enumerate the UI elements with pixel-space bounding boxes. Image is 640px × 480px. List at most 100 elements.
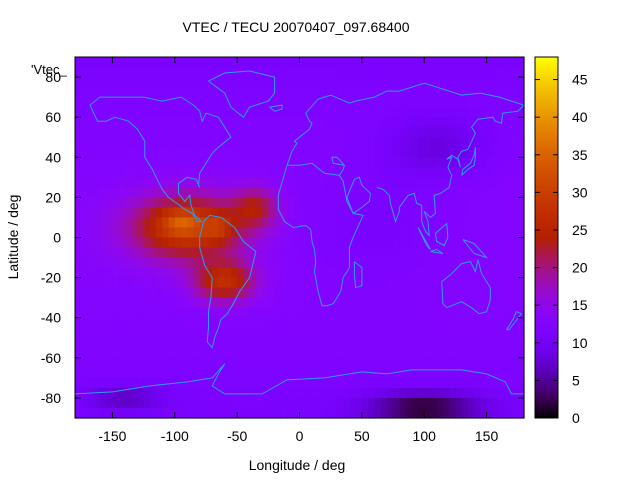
heat-cell	[330, 77, 338, 88]
heat-cell	[212, 87, 220, 98]
heat-cell	[449, 97, 457, 108]
heat-cell	[486, 247, 494, 259]
heat-cell	[480, 297, 488, 309]
heat-cell	[449, 317, 457, 329]
heat-cell	[455, 367, 463, 379]
heat-cell	[237, 397, 244, 409]
heat-cell	[274, 337, 282, 349]
heat-cell	[511, 267, 519, 279]
heat-cell	[517, 197, 525, 209]
heat-cell	[212, 317, 220, 329]
heat-cell	[399, 217, 407, 229]
heat-cell	[399, 127, 407, 138]
heat-cell	[417, 187, 425, 198]
heat-cell	[280, 257, 288, 269]
heat-cell	[361, 407, 369, 419]
heat-cell	[156, 77, 163, 88]
heat-cell	[386, 227, 394, 239]
heat-cell	[474, 397, 481, 409]
heat-cell	[505, 407, 513, 419]
heat-cell	[224, 337, 232, 349]
heat-cell	[187, 57, 195, 68]
heat-cell	[499, 157, 506, 168]
heat-cell	[480, 67, 488, 78]
heat-cell	[318, 57, 326, 68]
heat-cell	[336, 97, 344, 108]
heat-cell	[305, 237, 313, 249]
heat-cell	[112, 357, 120, 369]
heat-cell	[386, 257, 394, 269]
heat-cell	[137, 117, 145, 128]
heat-cell	[168, 157, 176, 168]
heat-cell	[143, 327, 151, 339]
heat-cell	[137, 307, 145, 319]
heat-cell	[249, 117, 257, 128]
heat-cell	[99, 317, 107, 329]
heat-cell	[124, 277, 132, 289]
heat-cell	[274, 397, 282, 409]
heat-cell	[517, 277, 525, 289]
heat-cell	[118, 187, 126, 198]
heat-cell	[199, 397, 207, 409]
heat-cell	[143, 267, 151, 279]
heat-cell	[343, 157, 350, 168]
heat-cell	[299, 287, 307, 299]
heat-cell	[187, 217, 195, 229]
heat-cell	[274, 387, 282, 399]
heat-cell	[492, 347, 500, 359]
heat-cell	[118, 197, 126, 209]
heat-cell	[368, 357, 375, 369]
heat-cell	[517, 207, 525, 219]
heat-cell	[511, 237, 519, 249]
heat-cell	[249, 317, 257, 329]
heat-cell	[311, 407, 319, 419]
heat-cell	[399, 177, 407, 188]
heat-cell	[224, 207, 232, 219]
heat-cell	[455, 387, 463, 399]
heat-cell	[305, 407, 313, 419]
heat-cell	[112, 307, 120, 319]
heat-cell	[311, 267, 319, 279]
heat-cell	[81, 107, 89, 118]
heat-cell	[193, 267, 201, 279]
heat-cell	[343, 297, 350, 309]
heat-cell	[324, 337, 332, 349]
heat-cell	[499, 67, 506, 78]
heat-cell	[118, 147, 126, 158]
heat-cell	[268, 97, 276, 108]
heat-cell	[106, 187, 114, 198]
heat-cell	[411, 347, 419, 359]
heat-cell	[168, 387, 176, 399]
heat-cell	[436, 147, 444, 158]
heat-cell	[386, 127, 394, 138]
heat-cell	[343, 137, 350, 148]
heat-cell	[417, 317, 425, 329]
heat-cell	[467, 317, 475, 329]
heat-cell	[143, 137, 151, 148]
heat-cell	[218, 397, 226, 409]
heat-cell	[324, 317, 332, 329]
heat-cell	[243, 77, 251, 88]
heat-cell	[467, 57, 475, 68]
heat-cell	[199, 267, 207, 279]
heat-cell	[268, 247, 276, 259]
heat-cell	[299, 187, 307, 198]
heat-cell	[243, 217, 251, 229]
heat-cell	[75, 257, 82, 269]
heat-cell	[455, 327, 463, 339]
heat-cell	[455, 117, 463, 128]
heat-cell	[218, 207, 226, 219]
heat-cell	[212, 67, 220, 78]
heat-cell	[349, 107, 357, 118]
heat-cell	[486, 147, 494, 158]
heat-cell	[293, 127, 301, 138]
heat-cell	[480, 107, 488, 118]
heat-cell	[517, 287, 525, 299]
heat-cell	[137, 407, 145, 419]
heat-cell	[480, 157, 488, 168]
heat-cell	[436, 387, 444, 399]
heat-cell	[149, 177, 157, 188]
heat-cell	[93, 207, 101, 219]
heat-cell	[230, 407, 238, 419]
heat-cell	[386, 407, 394, 419]
